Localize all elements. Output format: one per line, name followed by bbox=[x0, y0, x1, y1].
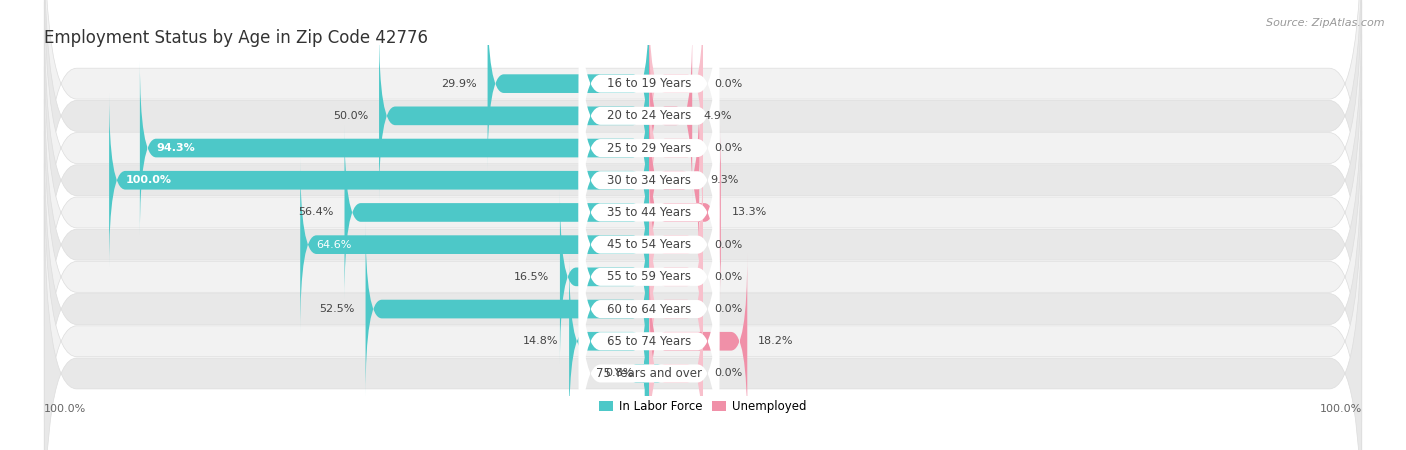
Text: 13.3%: 13.3% bbox=[731, 207, 766, 217]
FancyBboxPatch shape bbox=[650, 29, 692, 203]
Text: 14.8%: 14.8% bbox=[523, 336, 558, 346]
Text: 60 to 64 Years: 60 to 64 Years bbox=[607, 302, 692, 315]
FancyBboxPatch shape bbox=[579, 189, 720, 429]
FancyBboxPatch shape bbox=[579, 0, 720, 203]
Text: 56.4%: 56.4% bbox=[298, 207, 333, 217]
FancyBboxPatch shape bbox=[650, 125, 721, 300]
Text: 18.2%: 18.2% bbox=[758, 336, 793, 346]
FancyBboxPatch shape bbox=[301, 158, 650, 332]
FancyBboxPatch shape bbox=[45, 99, 1361, 450]
Text: 29.9%: 29.9% bbox=[441, 79, 477, 89]
FancyBboxPatch shape bbox=[650, 93, 699, 267]
FancyBboxPatch shape bbox=[488, 0, 650, 171]
Text: 0.0%: 0.0% bbox=[714, 143, 742, 153]
FancyBboxPatch shape bbox=[45, 131, 1361, 450]
FancyBboxPatch shape bbox=[579, 0, 720, 236]
FancyBboxPatch shape bbox=[45, 35, 1361, 390]
FancyBboxPatch shape bbox=[650, 0, 703, 171]
Text: 100.0%: 100.0% bbox=[45, 404, 87, 414]
FancyBboxPatch shape bbox=[650, 189, 703, 364]
FancyBboxPatch shape bbox=[569, 254, 650, 428]
FancyBboxPatch shape bbox=[344, 125, 650, 300]
Text: 16.5%: 16.5% bbox=[513, 272, 550, 282]
FancyBboxPatch shape bbox=[45, 0, 1361, 293]
Text: 4.9%: 4.9% bbox=[703, 111, 731, 121]
Text: 0.0%: 0.0% bbox=[714, 240, 742, 250]
FancyBboxPatch shape bbox=[579, 254, 720, 450]
Text: 0.8%: 0.8% bbox=[606, 369, 634, 378]
Text: 20 to 24 Years: 20 to 24 Years bbox=[607, 109, 692, 122]
Text: Source: ZipAtlas.com: Source: ZipAtlas.com bbox=[1267, 18, 1385, 28]
Text: 100.0%: 100.0% bbox=[125, 175, 172, 185]
Text: 94.3%: 94.3% bbox=[156, 143, 195, 153]
FancyBboxPatch shape bbox=[45, 67, 1361, 423]
Legend: In Labor Force, Unemployed: In Labor Force, Unemployed bbox=[595, 396, 811, 418]
FancyBboxPatch shape bbox=[579, 125, 720, 364]
FancyBboxPatch shape bbox=[579, 221, 720, 450]
Text: 0.0%: 0.0% bbox=[714, 304, 742, 314]
FancyBboxPatch shape bbox=[579, 93, 720, 332]
Text: 35 to 44 Years: 35 to 44 Years bbox=[607, 206, 692, 219]
FancyBboxPatch shape bbox=[579, 28, 720, 268]
Text: 75 Years and over: 75 Years and over bbox=[596, 367, 702, 380]
FancyBboxPatch shape bbox=[380, 29, 650, 203]
FancyBboxPatch shape bbox=[650, 286, 703, 450]
FancyBboxPatch shape bbox=[45, 3, 1361, 358]
Text: 55 to 59 Years: 55 to 59 Years bbox=[607, 270, 690, 284]
Text: 64.6%: 64.6% bbox=[316, 240, 352, 250]
FancyBboxPatch shape bbox=[650, 222, 703, 396]
Text: 0.0%: 0.0% bbox=[714, 79, 742, 89]
FancyBboxPatch shape bbox=[579, 157, 720, 396]
Text: 100.0%: 100.0% bbox=[1319, 404, 1361, 414]
FancyBboxPatch shape bbox=[366, 222, 650, 396]
FancyBboxPatch shape bbox=[650, 61, 703, 235]
Text: 25 to 29 Years: 25 to 29 Years bbox=[607, 142, 692, 154]
Text: 30 to 34 Years: 30 to 34 Years bbox=[607, 174, 690, 187]
FancyBboxPatch shape bbox=[579, 60, 720, 300]
Text: 16 to 19 Years: 16 to 19 Years bbox=[607, 77, 692, 90]
FancyBboxPatch shape bbox=[110, 93, 650, 267]
FancyBboxPatch shape bbox=[650, 254, 747, 428]
FancyBboxPatch shape bbox=[633, 286, 661, 450]
Text: 65 to 74 Years: 65 to 74 Years bbox=[607, 335, 692, 348]
Text: Employment Status by Age in Zip Code 42776: Employment Status by Age in Zip Code 427… bbox=[45, 29, 429, 47]
FancyBboxPatch shape bbox=[45, 0, 1361, 261]
Text: 9.3%: 9.3% bbox=[710, 175, 738, 185]
FancyBboxPatch shape bbox=[45, 163, 1361, 450]
FancyBboxPatch shape bbox=[45, 0, 1361, 326]
FancyBboxPatch shape bbox=[45, 196, 1361, 450]
Text: 0.0%: 0.0% bbox=[714, 369, 742, 378]
Text: 52.5%: 52.5% bbox=[319, 304, 354, 314]
Text: 45 to 54 Years: 45 to 54 Years bbox=[607, 238, 692, 251]
Text: 0.0%: 0.0% bbox=[714, 272, 742, 282]
FancyBboxPatch shape bbox=[560, 189, 650, 364]
FancyBboxPatch shape bbox=[650, 158, 703, 332]
Text: 50.0%: 50.0% bbox=[333, 111, 368, 121]
FancyBboxPatch shape bbox=[139, 61, 650, 235]
